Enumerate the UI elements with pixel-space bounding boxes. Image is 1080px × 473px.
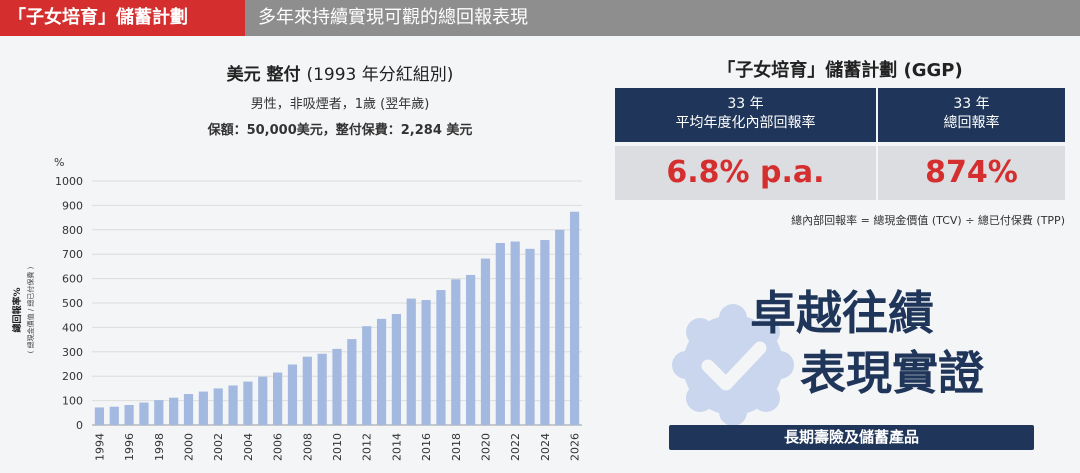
bar-2012	[362, 326, 372, 425]
bar-1999	[169, 397, 179, 425]
chart-subtitle-premium: 保額：50,000美元，整付保費：2,284 美元	[207, 123, 473, 138]
bar-2026	[569, 211, 580, 425]
total-return-header-years: 33 年	[953, 96, 990, 112]
y-tick-label: 300	[62, 346, 83, 359]
irr-header: 33 年 平均年度化內部回報率	[615, 88, 876, 142]
banner-headline: 多年來持續實現可觀的總回報表現	[258, 7, 528, 28]
chart-title-normal: (1993 年分紅組別)	[306, 65, 454, 85]
bar-2021	[495, 242, 505, 425]
y-axis-label: 總回報率%	[11, 287, 23, 332]
x-tick-label: 2024	[539, 433, 552, 461]
top-banner: 「子女培育」儲蓄計劃 多年來持續實現可觀的總回報表現	[0, 0, 1080, 36]
y-tick-label: 600	[62, 273, 83, 286]
y-tick-label: 200	[62, 370, 83, 383]
x-tick-label: 2016	[420, 433, 433, 461]
bar-2015	[406, 298, 416, 425]
bar-2011	[347, 339, 357, 425]
bar-1995	[109, 406, 119, 425]
chart-subtitle-insured: 男性，非吸煙者，1歲 (翌年歲)	[250, 97, 430, 112]
bar-2018	[451, 279, 461, 425]
x-tick-label: 2010	[331, 433, 344, 461]
bar-2014	[391, 313, 401, 425]
y-tick-label: 1000	[55, 175, 83, 188]
bar-1997	[139, 402, 149, 425]
x-tick-label: 2008	[301, 433, 314, 461]
bar-2003	[228, 385, 238, 425]
bar-2008	[302, 356, 312, 425]
plan-tag: 「子女培育」儲蓄計劃	[0, 0, 245, 36]
y-axis-note: ( 總現金價值 / 總已付保費 )	[26, 266, 35, 353]
chart-title: 美元 整付 (1993 年分紅組別)	[90, 60, 590, 85]
bar-2017	[436, 290, 446, 425]
bar-2019	[466, 274, 476, 425]
irr-value: 6.8% p.a.	[615, 146, 876, 200]
plan-title: 「子女培育」儲蓄計劃 (GGP)	[717, 60, 963, 81]
x-tick-label: 1998	[153, 433, 166, 461]
y-tick-label: 0	[76, 419, 83, 432]
bar-2004	[243, 381, 253, 425]
x-tick-label: 2012	[361, 433, 374, 461]
slogan-line2: 表現實證	[800, 346, 984, 400]
total-return-header: 33 年 總回報率	[878, 88, 1065, 142]
bar-2005	[258, 376, 268, 425]
y-tick-label: 100	[62, 395, 83, 408]
bar-2016	[421, 300, 431, 425]
chart-title-bold: 美元 整付	[226, 65, 301, 85]
product-category-bar: 長期壽險及儲蓄產品	[669, 425, 1034, 450]
bar-2020	[480, 258, 491, 425]
bar-2006	[273, 372, 283, 425]
slogan: 卓越往績 表現實證	[725, 283, 984, 403]
x-tick-label: 2014	[390, 433, 403, 461]
x-tick-label: 2018	[450, 433, 463, 461]
return-bar-chart: 0 100 200 300 400 500 600 700 800 900 1000% 總回報率%( …	[11, 156, 582, 461]
x-tick-label: 2020	[479, 433, 492, 461]
y-tick-label: 900	[62, 199, 83, 212]
bar-2010	[332, 348, 342, 425]
checkmark-badge-icon	[672, 304, 794, 426]
bar-2007	[287, 364, 298, 425]
x-tick-label: 2000	[183, 433, 196, 461]
irr-header-label: 平均年度化內部回報率	[675, 115, 816, 131]
y-tick-label: 500	[62, 297, 83, 310]
total-return-value: 874%	[878, 146, 1065, 200]
bar-2009	[317, 353, 327, 425]
x-tick-label: 2006	[272, 433, 285, 461]
bar-2025	[555, 229, 565, 425]
bar-2023	[525, 248, 535, 425]
y-tick-label: 400	[62, 321, 83, 334]
y-tick-label: 800	[62, 224, 83, 237]
chart-header: 美元 整付 (1993 年分紅組別) 男性，非吸煙者，1歲 (翌年歲) 保額：5…	[90, 60, 590, 138]
bar-2022	[510, 241, 520, 425]
x-tick-label: 2004	[242, 433, 255, 461]
formula-note: 總內部回報率 = 總現金價值 (TCV) ÷ 總已付保費 (TPP)	[791, 214, 1065, 227]
total-return-header-label: 總回報率	[943, 115, 1000, 131]
slogan-line1: 卓越往績	[750, 286, 934, 340]
bar-2013	[376, 318, 387, 425]
bar-1996	[124, 404, 134, 425]
x-tick-label: 2002	[212, 433, 225, 461]
bar-2001	[198, 391, 208, 425]
bar-1994	[94, 407, 105, 425]
bar-2000	[183, 394, 194, 425]
y-unit-label: %	[54, 156, 64, 169]
bar-1998	[154, 400, 164, 425]
x-tick-label: 1994	[93, 433, 106, 461]
bar-2002	[213, 388, 223, 425]
x-tick-label: 2026	[569, 433, 582, 461]
return-summary-table: 33 年 平均年度化內部回報率 33 年 總回報率 6.8% p.a. 874%	[615, 88, 1065, 200]
y-tick-label: 700	[62, 248, 83, 261]
x-tick-label: 2022	[509, 433, 522, 461]
x-tick-label: 1996	[123, 433, 136, 461]
bar-2024	[540, 240, 550, 425]
irr-header-years: 33 年	[727, 96, 764, 112]
